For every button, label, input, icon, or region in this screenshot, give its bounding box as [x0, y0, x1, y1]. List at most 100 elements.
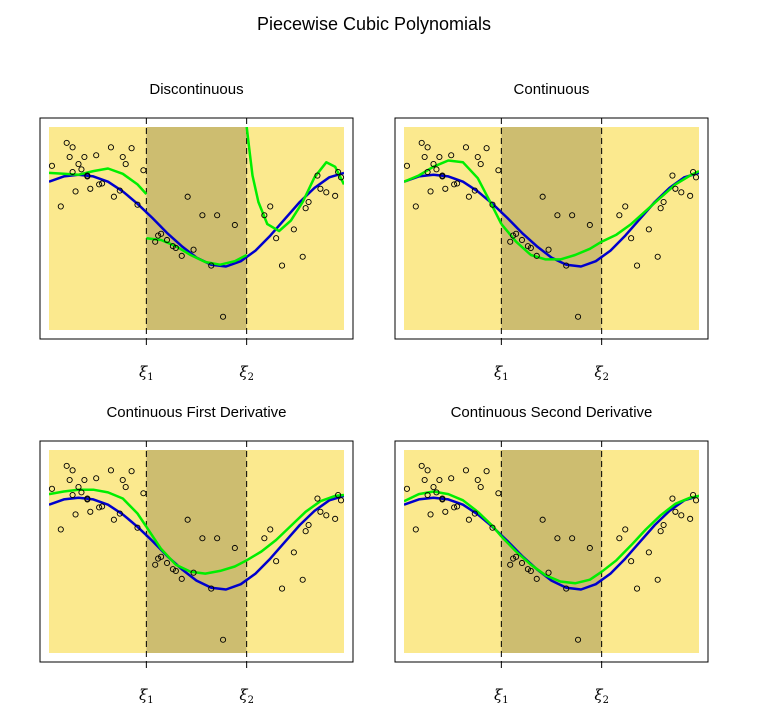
knot-label-2: ξ2 — [239, 686, 254, 706]
data-point — [335, 491, 342, 499]
data-point — [96, 504, 103, 511]
figure-title: Piecewise Cubic Polynomials — [257, 14, 491, 34]
right-region — [601, 127, 699, 330]
data-point — [424, 491, 431, 499]
data-point — [672, 508, 679, 515]
fitted-piece-2 — [146, 236, 248, 266]
data-point — [657, 528, 664, 535]
data-point — [645, 226, 652, 233]
knot-label-2: ξ2 — [594, 686, 609, 706]
data-point — [693, 497, 700, 504]
panel-title: Continuous — [514, 81, 590, 98]
fitted-piece-2 — [500, 223, 603, 261]
data-point — [66, 476, 73, 484]
knot-symbol: ξ — [594, 363, 603, 381]
data-point — [214, 535, 221, 542]
data-point — [261, 535, 268, 542]
data-point — [477, 484, 484, 491]
knot-symbol: ξ — [139, 686, 148, 704]
data-point — [430, 161, 437, 168]
data-point — [290, 549, 297, 556]
data-point — [489, 524, 496, 531]
data-point — [78, 489, 85, 496]
data-point — [72, 188, 79, 195]
data-point — [533, 252, 540, 259]
data-point — [99, 503, 106, 510]
data-point — [563, 262, 570, 269]
data-point — [569, 535, 576, 542]
data-point — [63, 462, 70, 469]
panel-title: Continuous Second Derivative — [451, 404, 653, 421]
data-point — [424, 144, 431, 151]
data-point — [72, 511, 79, 518]
data-point — [545, 569, 552, 576]
knot-subscript: 1 — [502, 372, 508, 383]
data-point — [693, 174, 700, 181]
data-point — [48, 485, 56, 492]
data-point — [190, 246, 197, 253]
data-point — [337, 174, 345, 181]
data-point — [302, 528, 309, 535]
data-point — [140, 490, 147, 497]
data-point — [427, 188, 434, 195]
data-point — [299, 253, 306, 260]
data-point — [442, 508, 449, 515]
data-point — [231, 221, 238, 229]
data-point — [128, 145, 135, 152]
data-point — [454, 503, 461, 510]
data-point — [57, 526, 64, 533]
data-point — [690, 168, 697, 176]
data-point — [87, 185, 94, 192]
true-function-curve — [404, 494, 699, 591]
data-point — [119, 153, 126, 161]
data-point — [199, 212, 206, 219]
fitted-piece-2 — [145, 526, 248, 575]
data-point — [412, 526, 419, 533]
data-point — [554, 212, 561, 219]
data-point — [107, 467, 114, 474]
data-point — [134, 201, 141, 208]
knot-symbol: ξ — [494, 686, 503, 704]
data-point — [424, 168, 431, 176]
panel-frame — [394, 440, 709, 663]
data-point — [527, 244, 534, 251]
data-point — [539, 516, 546, 523]
data-point — [152, 238, 159, 245]
data-point — [178, 575, 185, 582]
data-point — [69, 144, 76, 151]
data-point — [454, 180, 461, 187]
knot-subscript: 2 — [603, 372, 609, 383]
data-point — [418, 139, 425, 146]
data-point — [427, 511, 434, 518]
fitted-piece-1 — [49, 167, 148, 195]
data-point — [483, 468, 490, 475]
data-point — [403, 485, 411, 492]
data-point — [163, 236, 171, 244]
data-point — [430, 484, 437, 491]
data-point — [219, 313, 227, 320]
data-point — [208, 585, 215, 592]
data-point — [81, 153, 88, 161]
data-point — [107, 144, 114, 151]
knot-symbol: ξ — [239, 686, 248, 704]
data-point — [172, 567, 179, 574]
data-point — [678, 512, 685, 519]
left-region — [49, 450, 147, 653]
knot-subscript: 2 — [248, 695, 254, 706]
data-point — [616, 212, 623, 219]
fitted-piece-3 — [246, 493, 344, 562]
data-point — [314, 495, 321, 502]
data-point — [116, 510, 123, 517]
data-point — [462, 144, 470, 151]
data-point — [122, 161, 129, 168]
knot-subscript: 2 — [603, 695, 609, 706]
data-point — [403, 162, 411, 169]
data-point — [290, 226, 297, 233]
data-point — [155, 232, 162, 239]
data-point — [554, 535, 561, 542]
data-point — [518, 236, 526, 244]
data-point — [436, 476, 443, 484]
data-point — [678, 189, 685, 196]
